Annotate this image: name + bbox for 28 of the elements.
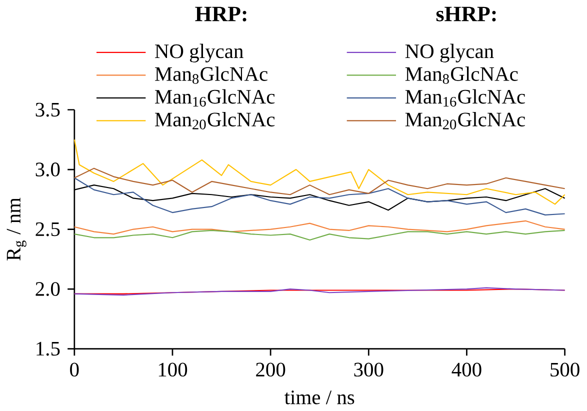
y-tick-label: 3.0 bbox=[36, 162, 60, 176]
y-tick-label: 2.5 bbox=[36, 222, 60, 236]
legend-label: NO glycan bbox=[155, 44, 244, 62]
x-tick-label: 0 bbox=[70, 362, 79, 377]
line-series bbox=[74, 230, 566, 241]
text: HRP: bbox=[195, 6, 246, 22]
legend-label: Man$_{8}$GlcNAc bbox=[155, 66, 268, 84]
y-axis-title: R$_{g}$ / nm bbox=[6, 198, 26, 260]
x-tick-label: 300 bbox=[354, 362, 384, 377]
y-tick-label: 3.5 bbox=[36, 102, 60, 117]
legend-label: Man$_{20}$GlcNAc bbox=[405, 112, 525, 130]
x-axis-title: time / ns bbox=[284, 390, 354, 404]
y-tick-label: 2.0 bbox=[36, 282, 60, 296]
line-series bbox=[74, 177, 566, 216]
x-tick-label: 500 bbox=[550, 362, 580, 377]
y-tick-label: 1.5 bbox=[36, 342, 60, 356]
x-tick-label: 200 bbox=[256, 362, 286, 377]
line-series bbox=[74, 220, 566, 235]
legend-label: Man$_{16}$GlcNAc bbox=[405, 89, 525, 107]
legend-label: Man$_{20}$GlcNAc bbox=[155, 112, 275, 130]
text: sHRP: bbox=[436, 6, 496, 22]
x-tick-label: 400 bbox=[452, 362, 482, 377]
line-series bbox=[74, 139, 566, 205]
x-tick-label: 100 bbox=[158, 362, 188, 377]
legend-label: Man$_{16}$GlcNAc bbox=[155, 89, 275, 107]
legend-label: NO glycan bbox=[405, 44, 494, 62]
legend-label: Man$_{8}$GlcNAc bbox=[405, 66, 518, 84]
line-series bbox=[74, 168, 566, 196]
